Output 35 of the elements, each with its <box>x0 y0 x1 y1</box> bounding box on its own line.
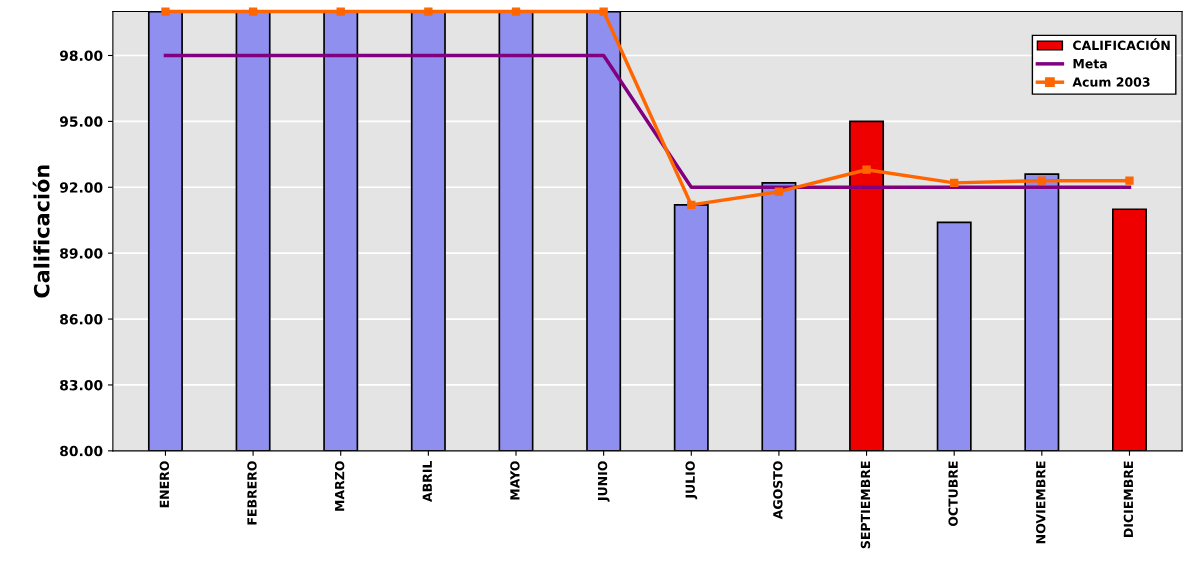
legend-label: Acum 2003 <box>1072 77 1150 87</box>
x-tick-label: FEBRERO <box>247 461 257 525</box>
point <box>161 7 170 16</box>
x-tick-label: JULIO <box>685 461 698 500</box>
point <box>950 178 959 188</box>
point <box>1125 176 1134 185</box>
y-tick-label: 89.00 <box>60 248 103 259</box>
y-tick-label: 98.00 <box>59 50 103 61</box>
point <box>424 7 433 16</box>
legend-label: Meta <box>1073 59 1107 69</box>
point <box>1037 176 1047 185</box>
x-tick-label: OCTUBRE <box>948 461 958 527</box>
y-axis-title: Calificación <box>32 165 50 298</box>
point <box>687 200 696 210</box>
point <box>248 7 258 16</box>
y-tick-label: 83.00 <box>60 379 103 391</box>
point <box>511 7 521 16</box>
x-tick-label: MARZO <box>334 461 345 511</box>
x-tick-label: ABRIL <box>422 460 432 502</box>
point <box>336 7 345 16</box>
y-tick-label: 92.00 <box>59 182 103 193</box>
x-tick-label: SEPTIEMBRE <box>860 461 871 549</box>
point <box>774 187 784 196</box>
x-tick-label: MAYO <box>510 461 520 500</box>
x-tick-label: AGOSTO <box>773 461 783 520</box>
y-tick-label: 95.00 <box>59 116 103 127</box>
y-tick-label: 86.00 <box>60 314 103 325</box>
x-tick-label: ENERO <box>159 461 170 508</box>
point <box>862 165 871 174</box>
x-tick-label: DICIEMBRE <box>1123 461 1134 537</box>
x-tick-label: NOVIEMBRE <box>1036 461 1046 544</box>
point <box>599 7 608 16</box>
y-tick-label: 80.00 <box>60 445 103 457</box>
x-tick-label: JUNIO <box>597 461 610 502</box>
legend-label: CALIFICACIÓN <box>1073 38 1170 51</box>
